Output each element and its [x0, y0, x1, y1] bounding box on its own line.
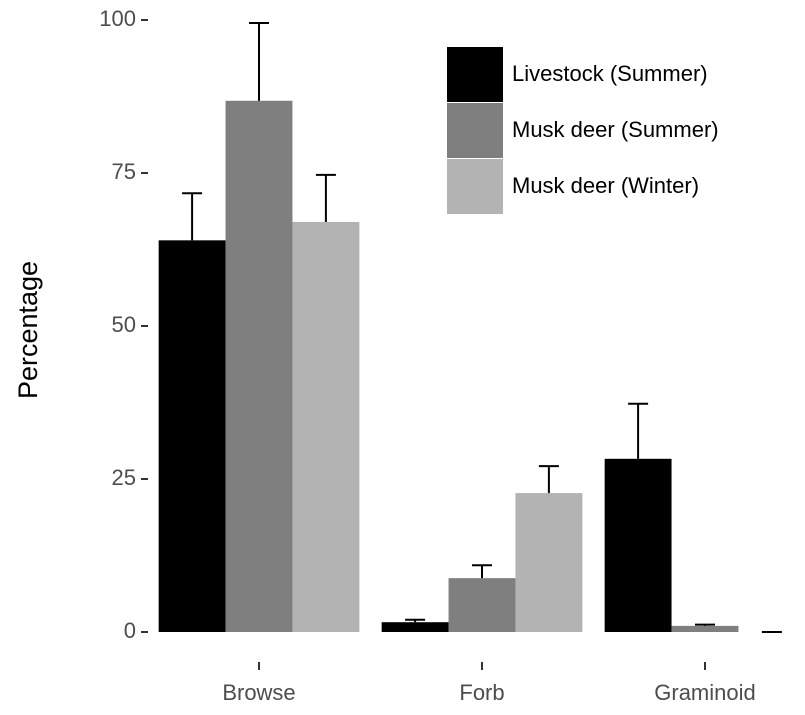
legend-swatch [447, 47, 503, 102]
bar [225, 100, 293, 632]
bar [671, 625, 739, 632]
x-tick-label: Forb [459, 680, 504, 705]
bar [381, 622, 449, 632]
x-tick-label: Graminoid [654, 680, 755, 705]
y-tick-label: 100 [99, 6, 136, 31]
y-tick-label: 75 [112, 159, 136, 184]
bar [158, 240, 226, 632]
bar [292, 221, 360, 632]
bar [604, 458, 672, 632]
bar [515, 493, 583, 632]
y-tick-label: 25 [112, 465, 136, 490]
bar [448, 578, 516, 632]
legend-swatch [447, 103, 503, 158]
y-tick-label: 0 [124, 618, 136, 643]
legend-label: Musk deer (Summer) [512, 117, 719, 142]
y-axis-title: Percentage [13, 261, 43, 399]
x-tick-label: Browse [222, 680, 295, 705]
legend-label: Livestock (Summer) [512, 61, 708, 86]
legend-swatch [447, 159, 503, 214]
legend-label: Musk deer (Winter) [512, 173, 699, 198]
y-tick-label: 50 [112, 312, 136, 337]
